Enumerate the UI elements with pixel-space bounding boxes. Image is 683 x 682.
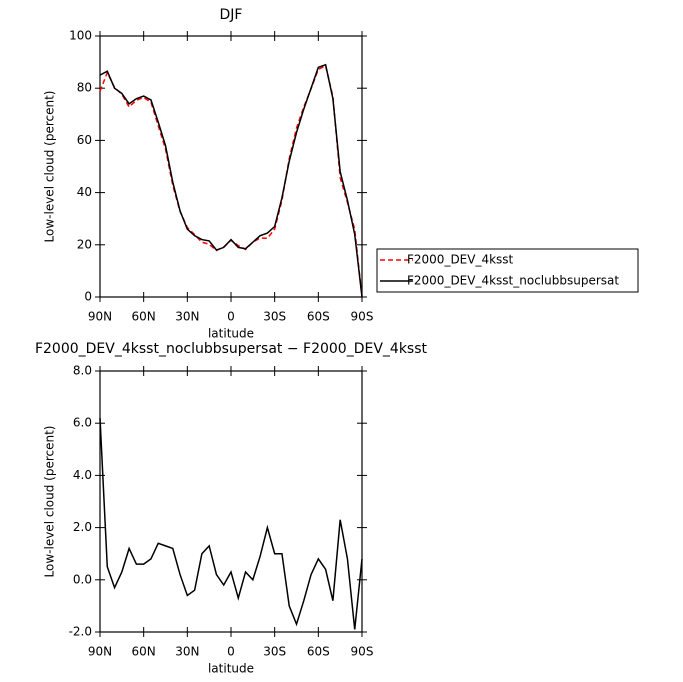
- y-tick-label: 80: [77, 81, 92, 95]
- x-axis-label: latitude: [208, 327, 254, 341]
- y-tick-label: 0.0: [73, 572, 92, 586]
- legend-box: [376, 248, 639, 293]
- x-tick-label: 90S: [351, 310, 374, 324]
- series-line: [99, 417, 363, 630]
- chart-title: DJF: [220, 7, 243, 23]
- y-tick-label: 4.0: [73, 468, 92, 482]
- plot-frame: [99, 370, 363, 633]
- x-axis-label: latitude: [208, 662, 254, 676]
- y-tick-label: 6.0: [73, 416, 92, 430]
- x-tick-label: 90S: [351, 645, 374, 659]
- chart-title: F2000_DEV_4ksst_noclubbsupersat − F2000_…: [35, 341, 428, 357]
- y-tick-label: 2.0: [73, 520, 92, 534]
- y-tick-label: 20: [77, 237, 92, 251]
- legend-label: F2000_DEV_4ksst_noclubbsupersat: [407, 274, 619, 288]
- x-tick-label: 60S: [307, 645, 330, 659]
- y-axis-label: Low-level cloud (percent): [43, 91, 57, 243]
- y-tick-label: 40: [77, 185, 92, 199]
- legend-label: F2000_DEV_4ksst: [407, 253, 514, 267]
- y-tick-label: 100: [69, 29, 92, 43]
- series-line: [99, 63, 363, 298]
- plot-frame: [99, 35, 363, 298]
- x-tick-label: 30S: [263, 645, 286, 659]
- x-tick-label: 30S: [263, 310, 286, 324]
- y-tick-label: 60: [77, 133, 92, 147]
- y-tick-label: 0: [84, 290, 92, 304]
- series-line: [99, 64, 363, 298]
- x-tick-label: 60N: [132, 645, 156, 659]
- x-tick-label: 30N: [175, 310, 199, 324]
- x-tick-label: 30N: [175, 645, 199, 659]
- y-tick-label: 8.0: [73, 364, 92, 378]
- x-tick-label: 90N: [88, 310, 112, 324]
- x-tick-label: 90N: [88, 645, 112, 659]
- x-tick-label: 0: [227, 645, 235, 659]
- x-tick-label: 60N: [132, 310, 156, 324]
- x-tick-label: 0: [227, 310, 235, 324]
- y-tick-label: -2.0: [69, 625, 92, 639]
- x-tick-label: 60S: [307, 310, 330, 324]
- y-axis-label: Low-level cloud (percent): [43, 426, 57, 578]
